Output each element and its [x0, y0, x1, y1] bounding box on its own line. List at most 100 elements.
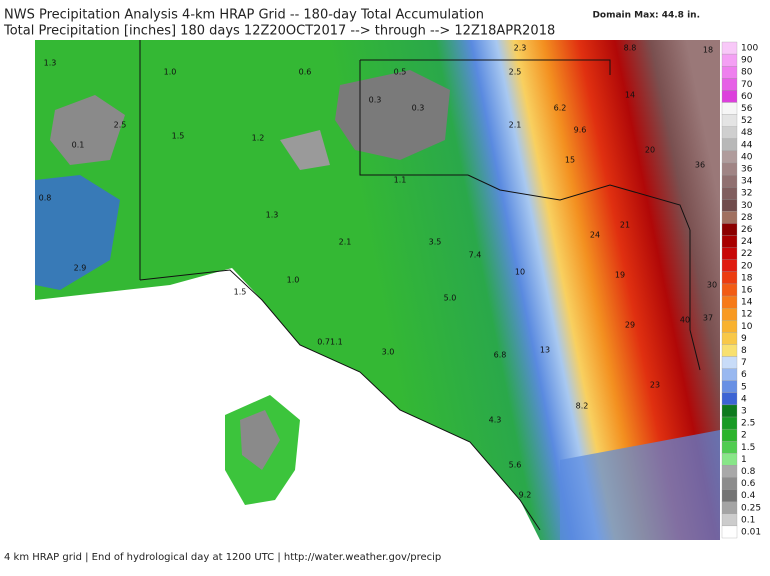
map-label: 6.2 [554, 104, 567, 113]
legend-label: 4 [741, 394, 747, 404]
mexico-area [35, 268, 540, 540]
map-label: 37 [703, 314, 713, 323]
legend-swatch [721, 283, 738, 297]
legend-swatch [721, 259, 738, 273]
map-label: 9.2 [519, 491, 532, 500]
legend-label: 2.5 [741, 419, 755, 429]
legend-swatch [721, 223, 738, 236]
legend-label: 32 [741, 189, 752, 199]
map-label: 1.0 [287, 276, 300, 285]
map-label: 2.1 [509, 121, 522, 130]
legend-label: 0.4 [741, 491, 756, 501]
legend-label: 70 [741, 80, 753, 90]
legend-label: 48 [741, 128, 753, 138]
legend-label: 56 [741, 104, 753, 114]
map-label: 3.5 [429, 238, 442, 247]
map-label: 2.1 [339, 238, 352, 247]
legend-swatch [721, 441, 738, 454]
map-label: 30 [707, 281, 717, 290]
legend-swatch [721, 501, 738, 514]
legend-label: 0.25 [741, 503, 761, 513]
map-label: 23 [650, 381, 660, 390]
map-label: 1.2 [252, 134, 265, 143]
legend-swatch [721, 187, 738, 200]
map-label: 36 [695, 161, 705, 170]
legend-label: 0.6 [741, 479, 756, 489]
map-label: 15 [565, 156, 575, 165]
legend-label: 36 [741, 165, 753, 175]
map-label: 9.6 [574, 126, 587, 135]
gray-blob [335, 70, 450, 160]
legend-swatch [721, 368, 738, 381]
map-label: 24 [590, 231, 600, 240]
legend-label: 60 [741, 92, 753, 102]
map-label: 18 [703, 46, 713, 55]
legend-swatch [721, 247, 738, 260]
legend-swatch [721, 404, 738, 418]
blue-area [35, 175, 120, 290]
legend-label: 26 [741, 225, 753, 235]
legend-swatch [721, 320, 738, 333]
legend-label: 34 [741, 177, 753, 187]
state-line [360, 59, 611, 75]
map-label: 2.5 [509, 68, 522, 77]
map-label: 0.6 [299, 68, 312, 77]
map-label: 6.8 [494, 351, 507, 360]
legend-label: 22 [741, 249, 752, 259]
legend-label: 14 [741, 298, 753, 308]
legend-label: 0.1 [741, 515, 755, 525]
map-label: 1.5 [172, 132, 185, 141]
map-label: 0.71.1 [317, 338, 342, 347]
legend-label: 7 [741, 358, 747, 368]
boundaries [139, 40, 701, 531]
footer: 4 km HRAP grid | End of hydrological day… [4, 552, 441, 563]
legend-swatch [721, 138, 738, 152]
legend-swatch [721, 66, 738, 79]
map-label: 0.8 [39, 194, 52, 203]
legend-label: 9 [741, 334, 747, 344]
map-label: 1.3 [44, 59, 57, 68]
legend-swatch [721, 199, 738, 212]
map-label: 5.0 [444, 294, 457, 303]
map-label: 14 [625, 91, 635, 100]
legend-swatch [721, 380, 738, 393]
legend-label: 5 [741, 382, 747, 392]
legend-swatch [721, 41, 738, 55]
legend-swatch [721, 271, 738, 285]
map-label: 40 [680, 316, 690, 325]
legend-label: 52 [741, 116, 752, 126]
legend-label: 8 [741, 346, 747, 356]
legend-swatch [721, 102, 738, 115]
legend-label: 2 [741, 431, 747, 441]
map-label: 1.5 [234, 288, 247, 297]
state-line [359, 60, 468, 176]
map-label: 5.6 [509, 461, 522, 470]
map-label: 29 [625, 321, 635, 330]
legend-label: 40 [741, 152, 753, 162]
title: NWS Precipitation Analysis 4-km HRAP Gri… [4, 8, 484, 23]
map-label: 0.3 [369, 96, 382, 105]
legend-label: 1.5 [741, 443, 755, 453]
map [35, 40, 720, 540]
legend-swatch [721, 428, 738, 442]
map-label: 19 [615, 271, 625, 280]
legend-label: 20 [741, 261, 753, 271]
map-label: 7.4 [469, 251, 482, 260]
legend-label: 28 [741, 213, 753, 223]
legend-swatch [721, 416, 738, 430]
legend-label: 100 [741, 44, 758, 54]
map-label: 2.3 [514, 44, 527, 53]
legend-label: 80 [741, 68, 753, 78]
map-label: 0.3 [412, 104, 425, 113]
gray-blob [280, 130, 330, 170]
legend-label: 12 [741, 310, 752, 320]
map-label: 8.8 [624, 44, 637, 53]
legend-swatch [721, 307, 738, 321]
legend-label: 6 [741, 370, 747, 380]
legend-swatch [721, 489, 738, 502]
map-label: 13 [540, 346, 550, 355]
legend-swatch [721, 126, 738, 139]
legend-swatch [721, 53, 738, 67]
